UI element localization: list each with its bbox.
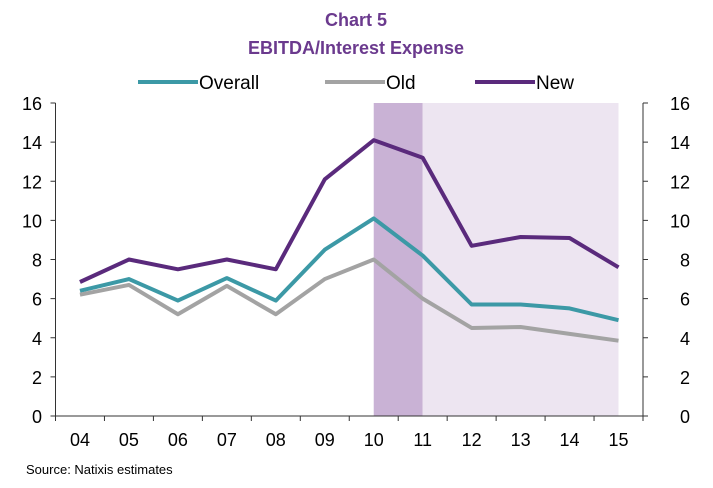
y-tick-label: 16 [22,94,42,114]
y2-tick-label: 6 [680,290,690,310]
chart-title: Chart 5 [325,10,387,30]
y2-tick-label: 8 [680,251,690,271]
y2-tick-label: 14 [670,133,690,153]
x-tick-label: 06 [168,430,188,450]
y-tick-label: 12 [22,172,42,192]
source-note: Source: Natixis estimates [26,462,173,477]
y2-tick-label: 10 [670,211,690,231]
y2-tick-label: 4 [680,329,690,349]
x-tick-label: 04 [70,430,90,450]
y2-tick-label: 2 [680,368,690,388]
x-tick-label: 05 [119,430,139,450]
x-tick-label: 09 [315,430,335,450]
y-tick-label: 8 [32,251,42,271]
shaded-region [423,103,619,416]
y-tick-label: 14 [22,133,42,153]
y-tick-label: 10 [22,211,42,231]
y2-tick-label: 0 [680,407,690,427]
legend-label: New [536,73,574,94]
y2-tick-label: 12 [670,172,690,192]
legend-label: Overall [199,73,259,94]
x-tick-label: 15 [609,430,629,450]
legend-label: Old [386,73,416,94]
x-tick-label: 08 [266,430,286,450]
y-tick-label: 2 [32,368,42,388]
chart-subtitle: EBITDA/Interest Expense [248,38,464,58]
x-tick-label: 10 [364,430,384,450]
y-tick-label: 0 [32,407,42,427]
x-tick-label: 12 [462,430,482,450]
x-tick-label: 11 [413,430,432,450]
x-tick-label: 13 [511,430,531,450]
legend: Overall Old New [138,73,574,94]
y-tick-label: 4 [32,329,42,349]
x-tick-label: 07 [217,430,237,450]
x-tick-label: 14 [560,430,580,450]
y2-tick-label: 16 [670,94,690,114]
y-tick-label: 6 [32,290,42,310]
